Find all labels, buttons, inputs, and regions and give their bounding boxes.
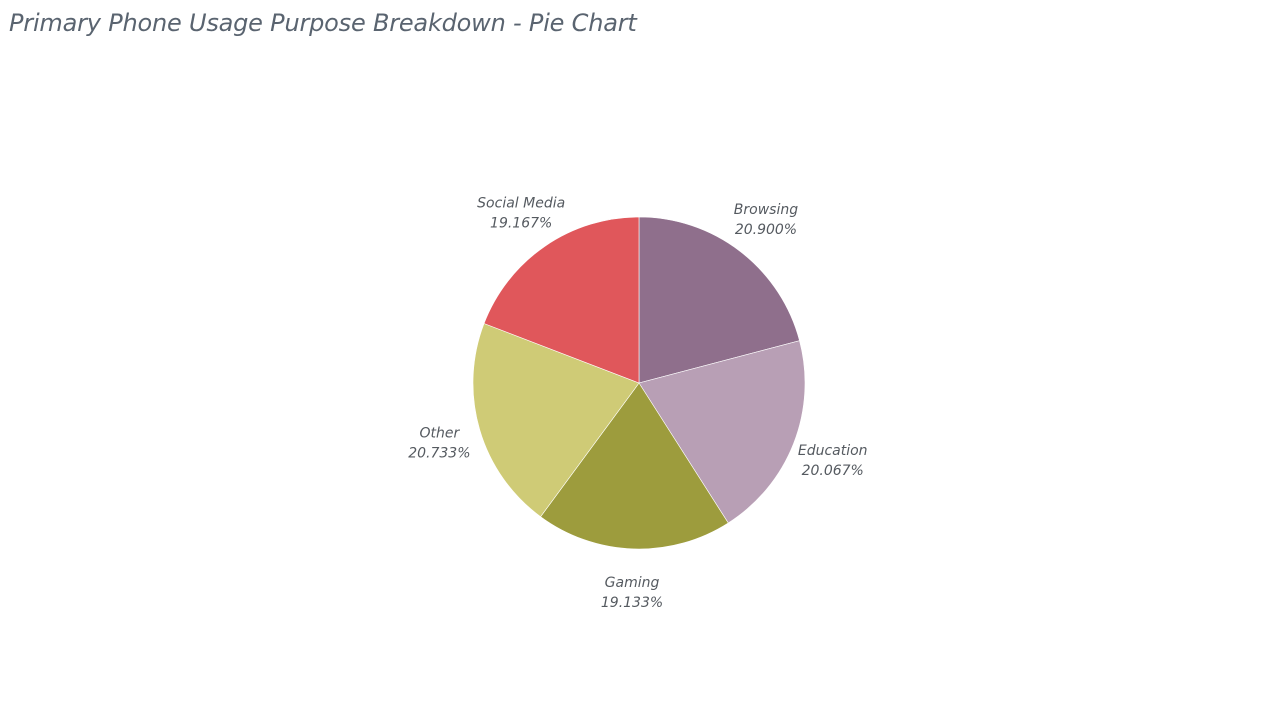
pie-slice-gaming[interactable] [540,382,729,550]
slice-label-name: Other [419,425,460,441]
slice-label-percent: 19.167% [490,216,552,232]
slice-label-browsing: Browsing 20.900% [734,202,798,238]
slice-label-name: Browsing [734,202,798,218]
pie-slice-other[interactable] [472,323,640,518]
pie-labels: Browsing 20.900% Education 20.067% Gaming 19.… [408,196,867,611]
slice-label-gaming: Gaming 19.133% [601,575,663,611]
slice-label-education: Education 20.067% [798,443,868,479]
slice-label-name: Education [798,443,868,459]
slice-label-percent: 20.900% [735,222,797,238]
slice-label-social-media: Social Media 19.167% [477,196,565,232]
pie-slice-social-media[interactable] [483,216,640,384]
slice-label-percent: 20.067% [802,463,864,479]
slice-label-name: Gaming [605,575,660,591]
slice-label-other: Other 20.733% [408,425,470,461]
pie-slices [472,216,806,550]
pie-slice-education[interactable] [638,340,806,524]
slice-label-percent: 20.733% [408,445,470,461]
slice-label-percent: 19.133% [601,595,663,611]
chart-title: Primary Phone Usage Purpose Breakdown - … [9,9,637,37]
slice-label-name: Social Media [477,196,565,212]
pie-slice-browsing[interactable] [638,216,800,384]
